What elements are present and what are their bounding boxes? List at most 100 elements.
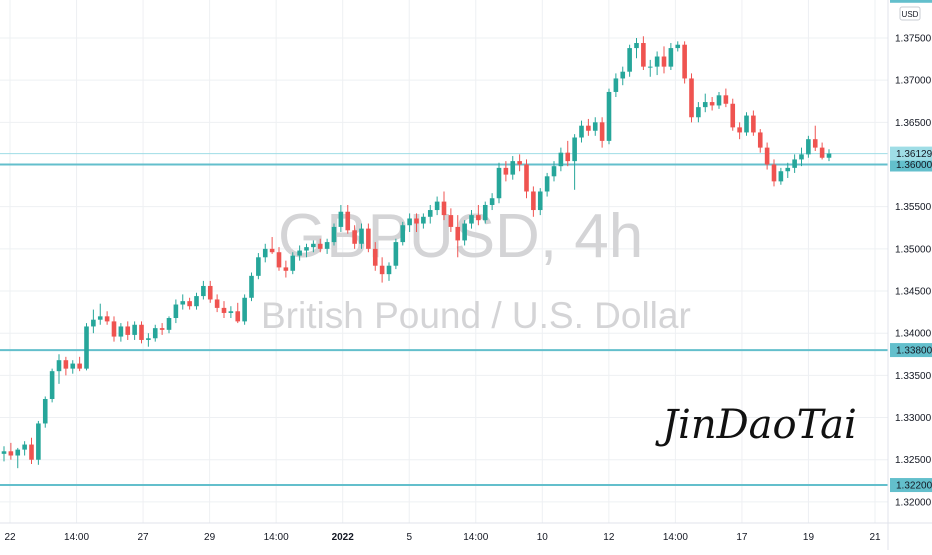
- candle-body: [709, 102, 715, 106]
- candle: [448, 208, 454, 232]
- candle: [696, 102, 701, 123]
- candle-body: [757, 132, 763, 148]
- candle-body: [111, 321, 117, 337]
- candle: [180, 294, 186, 310]
- candle: [689, 73, 694, 123]
- time-axis[interactable]: 22 14:00 27 29 14:00 2022 5 14:00 10 12 14:00 17 19 2…: [4, 532, 881, 543]
- candle-body: [565, 152, 571, 162]
- candle: [63, 356, 69, 376]
- candle: [668, 43, 674, 71]
- candle-body: [414, 218, 419, 224]
- candle: [544, 172, 550, 197]
- x-tick-label: 10: [537, 532, 549, 543]
- candle: [441, 191, 447, 221]
- candle: [187, 297, 192, 310]
- candle-body: [91, 319, 96, 327]
- last-price-tag: [890, 146, 932, 161]
- candle-body: [716, 95, 722, 106]
- candle-body: [352, 230, 357, 244]
- candle-body: [737, 127, 742, 133]
- candle: [455, 215, 461, 258]
- currency-badge[interactable]: USD: [899, 6, 921, 21]
- x-tick-label: 27: [138, 532, 150, 543]
- candle: [345, 204, 351, 234]
- candle-body: [592, 122, 598, 131]
- candle-body: [139, 324, 144, 340]
- candle: [118, 323, 124, 342]
- candle: [400, 221, 406, 246]
- candles: [1, 36, 832, 469]
- candle: [91, 309, 96, 334]
- candle-body: [338, 211, 344, 227]
- candle: [751, 110, 756, 136]
- candle-body: [180, 301, 186, 305]
- candle-body: [331, 226, 337, 243]
- watermark-description: British Pound / U.S. Dollar: [261, 295, 691, 336]
- candle-body: [366, 228, 371, 249]
- candle-body: [421, 216, 426, 224]
- x-tick-label: 17: [736, 532, 748, 543]
- candle: [771, 159, 777, 187]
- currency-badge-label: USD: [902, 10, 919, 19]
- candle-body: [654, 56, 660, 67]
- candle: [70, 360, 76, 374]
- candle: [111, 316, 117, 342]
- candle: [159, 323, 165, 335]
- y-tick-label: 1.32000: [895, 497, 932, 508]
- candle: [524, 159, 529, 199]
- candle-body: [579, 125, 584, 138]
- candle: [97, 303, 103, 325]
- price-tag: [890, 478, 932, 493]
- candle-body: [304, 247, 309, 251]
- candle-body: [283, 267, 289, 271]
- candle: [792, 154, 797, 173]
- candle-body: [778, 171, 784, 182]
- candle: [531, 186, 536, 217]
- candle-body: [558, 152, 564, 167]
- candle: [262, 243, 268, 263]
- candle: [42, 396, 48, 428]
- candle: [620, 66, 626, 86]
- horizontal-levels[interactable]: [0, 0, 888, 487]
- candle-body: [256, 257, 261, 276]
- candle-body: [517, 161, 522, 165]
- price-axis[interactable]: 1.32000 1.32500 1.33000 1.33500 1.34000 1.345…: [895, 33, 932, 508]
- candle-body: [269, 248, 275, 253]
- candle-body: [723, 95, 729, 104]
- candle: [496, 162, 502, 204]
- x-tick-label: 14:00: [264, 532, 289, 543]
- candle-body: [359, 228, 364, 244]
- candle-body: [152, 328, 158, 339]
- candle: [283, 260, 289, 278]
- price-tag: [890, 0, 932, 3]
- candle: [654, 51, 660, 76]
- candle: [730, 98, 736, 131]
- candle-body: [84, 326, 89, 369]
- candle: [489, 193, 495, 211]
- candle-body: [489, 198, 495, 205]
- candle: [194, 292, 199, 310]
- candle-body: [228, 311, 234, 313]
- candle: [661, 46, 667, 74]
- last-price-label: 1.36129: [896, 149, 932, 160]
- y-tick-label: 1.34500: [895, 287, 932, 298]
- candle-body: [22, 444, 27, 450]
- candle-body: [276, 252, 282, 268]
- candle-body: [42, 398, 48, 424]
- candle: [242, 294, 247, 325]
- x-tick-label: 12: [603, 532, 615, 543]
- y-tick-label: 1.34000: [895, 329, 932, 340]
- x-tick-label: 14:00: [663, 532, 688, 543]
- candle: [49, 368, 55, 403]
- candle-body: [221, 307, 227, 313]
- candle-body: [290, 255, 296, 271]
- candle-body: [56, 360, 62, 372]
- candle-body: [647, 66, 653, 68]
- candle-body: [77, 363, 82, 369]
- candle-body: [799, 154, 804, 160]
- price-tag: [890, 343, 932, 358]
- x-tick-label: 19: [803, 532, 815, 543]
- candle: [778, 167, 784, 185]
